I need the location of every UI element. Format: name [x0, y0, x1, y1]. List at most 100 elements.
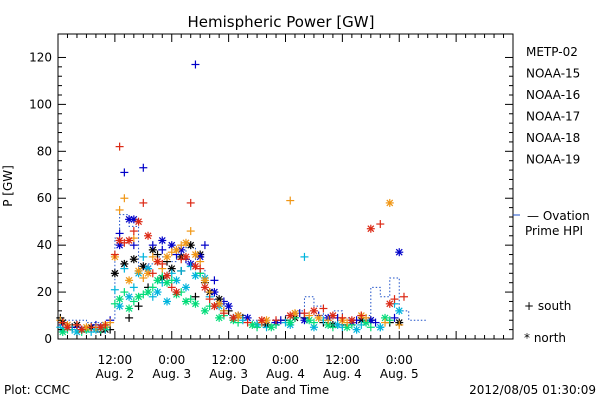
- data-point-north: [286, 318, 295, 327]
- data-point-north: [163, 271, 172, 280]
- x-tick-time-label: 0:00: [386, 353, 413, 367]
- data-point-south: [134, 302, 143, 311]
- data-point-north: [215, 299, 224, 308]
- data-point-north: [163, 278, 172, 287]
- data-point-north: [191, 262, 200, 271]
- data-point-north: [328, 311, 337, 320]
- legend: METP-02 NOAA-15 NOAA-16 NOAA-17 NOAA-18 NOAA-…: [526, 45, 580, 167]
- data-point-south: [158, 245, 167, 254]
- data-point-south: [148, 292, 157, 301]
- data-point-south: [338, 313, 347, 322]
- data-point-south: [125, 313, 134, 322]
- legend-entry: METP-02: [526, 45, 578, 59]
- data-point-south: [319, 304, 328, 313]
- data-point-north: [200, 283, 209, 292]
- data-point-north: [181, 252, 190, 261]
- data-point-south: [58, 318, 67, 327]
- data-point-south: [205, 288, 214, 297]
- data-point-north: [115, 236, 124, 245]
- data-point-north: [96, 323, 105, 332]
- data-point-south: [238, 316, 247, 325]
- data-point-north: [352, 325, 361, 334]
- data-point-north: [347, 316, 356, 325]
- x-tick-date-label: Aug. 4: [266, 367, 305, 381]
- y-axis: 0 20 40 60 80 100 120: [29, 50, 513, 346]
- x-tick-date-label: Aug. 3: [152, 367, 191, 381]
- data-point-north: [125, 276, 134, 285]
- data-point-north: [110, 269, 119, 278]
- data-point-north: [153, 288, 162, 297]
- data-point-north: [267, 323, 276, 332]
- data-point-north: [153, 276, 162, 285]
- data-point-north: [376, 323, 385, 332]
- data-points-group: [56, 60, 408, 336]
- data-point-south: [167, 283, 176, 292]
- x-tick-time-label: 0:00: [158, 353, 185, 367]
- data-point-south: [148, 252, 157, 261]
- data-point-south: [148, 241, 157, 250]
- data-point-south: [286, 196, 295, 205]
- data-point-south: [129, 227, 138, 236]
- data-point-north: [395, 306, 404, 315]
- data-point-south: [177, 266, 186, 275]
- data-point-south: [129, 241, 138, 250]
- data-point-north: [314, 313, 323, 322]
- data-point-south: [305, 311, 314, 320]
- x-tick-time-label: 12:00: [325, 353, 360, 367]
- data-point-north: [215, 313, 224, 322]
- data-point-south: [139, 274, 148, 282]
- data-point-south: [200, 241, 209, 250]
- data-point-north: [200, 306, 209, 315]
- data-point-south: [120, 264, 129, 273]
- data-point-south: [272, 316, 281, 325]
- legend-entry: NOAA-18: [526, 131, 580, 145]
- footer-timestamp: 2012/08/05 01:30:09: [469, 383, 596, 397]
- data-point-south: [300, 252, 309, 261]
- x-axis-label: Date and Time: [241, 383, 329, 397]
- data-point-north: [115, 295, 124, 304]
- legend-entry: NOAA-16: [526, 88, 580, 102]
- data-point-north: [210, 302, 219, 311]
- data-point-north: [181, 238, 190, 247]
- y-tick-label: 0: [44, 332, 52, 346]
- data-point-north: [172, 288, 181, 297]
- x-tick-time-label: 12:00: [98, 353, 133, 367]
- data-point-north: [286, 311, 295, 320]
- data-point-south: [395, 320, 404, 329]
- ovation-hpi-line: [58, 214, 428, 324]
- data-point-north: [309, 306, 318, 315]
- data-point-south: [115, 229, 124, 238]
- reference-line-group: [58, 214, 428, 324]
- data-point-north: [191, 299, 200, 308]
- x-tick-date-label: Aug. 2: [96, 367, 135, 381]
- data-point-south: [390, 313, 399, 322]
- data-point-south: [120, 288, 129, 297]
- data-point-south: [87, 323, 96, 332]
- data-point-south: [186, 227, 195, 236]
- data-point-north: [224, 302, 233, 311]
- data-point-north: [134, 292, 143, 301]
- data-point-south: [72, 320, 81, 329]
- data-point-south: [115, 205, 124, 214]
- legend-entry: NOAA-19: [526, 153, 580, 167]
- data-point-south: [110, 285, 119, 294]
- footer-plot-source: Plot: CCMC: [4, 383, 70, 397]
- data-point-north: [385, 299, 394, 308]
- data-point-north: [125, 304, 134, 313]
- data-point-south: [110, 299, 119, 308]
- data-point-south: [300, 309, 309, 318]
- data-point-south: [129, 283, 138, 292]
- data-point-south: [390, 295, 399, 304]
- data-point-south: [120, 194, 129, 203]
- data-point-south: [148, 269, 157, 278]
- data-point-north: [158, 236, 167, 245]
- data-point-north: [181, 297, 190, 306]
- data-point-south: [205, 295, 214, 304]
- data-point-south: [186, 198, 195, 207]
- data-point-north: [63, 323, 72, 332]
- data-point-north: [172, 276, 181, 285]
- legend-entry: NOAA-17: [526, 110, 580, 124]
- y-tick-label: 120: [29, 50, 52, 64]
- data-point-north: [144, 231, 153, 240]
